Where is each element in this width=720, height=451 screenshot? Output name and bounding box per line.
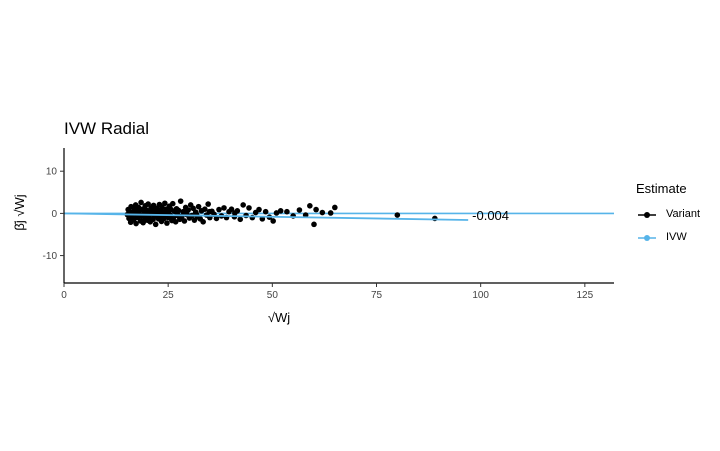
data-point-variant xyxy=(313,206,319,213)
x-tick-label: 0 xyxy=(61,290,67,301)
data-point-variant xyxy=(200,219,206,225)
data-point-variant xyxy=(221,205,227,211)
data-point-variant xyxy=(181,218,188,224)
data-point-variant xyxy=(169,200,176,207)
data-point-variant xyxy=(175,207,182,214)
data-point-variant xyxy=(202,206,208,212)
data-point-variant xyxy=(273,210,280,216)
data-point-variant xyxy=(327,210,334,216)
ivw-estimate-label: -0.004 xyxy=(472,208,509,223)
data-point-variant xyxy=(296,207,303,213)
data-point-variant xyxy=(165,209,171,215)
legend-label-variant: Variant xyxy=(666,208,701,220)
data-point-variant xyxy=(164,220,170,226)
data-point-variant xyxy=(262,208,269,215)
data-point-variant xyxy=(277,208,284,214)
x-tick-label: 100 xyxy=(472,290,489,301)
x-tick-label: 25 xyxy=(163,290,175,301)
x-tick-label: 50 xyxy=(267,290,279,301)
data-point-variant xyxy=(232,210,238,216)
data-point-variant xyxy=(152,221,159,228)
data-point-variant xyxy=(270,218,276,224)
y-tick-label: 0 xyxy=(51,209,57,220)
data-point-variant xyxy=(172,219,179,225)
data-point-variant xyxy=(240,202,246,208)
data-point-variant xyxy=(213,215,220,222)
plot-axes: 0 25 50 75 100 125 -10 0 10 √Wj β̂j √Wj xyxy=(12,148,614,325)
data-point-variant xyxy=(205,201,211,207)
data-point-variant xyxy=(162,200,168,207)
data-point-variant xyxy=(332,204,338,211)
data-point-variant xyxy=(177,198,184,204)
data-point-variant xyxy=(311,221,317,228)
y-axis-title: β̂j √Wj xyxy=(12,194,27,230)
x-tick-label: 125 xyxy=(576,290,593,301)
data-point-variant xyxy=(216,206,222,213)
plot-marks: -0.004 xyxy=(63,198,614,228)
legend-key-variant xyxy=(638,212,656,218)
ivw-line xyxy=(63,212,469,221)
data-point-variant xyxy=(138,199,144,206)
data-point-variant xyxy=(145,201,151,207)
data-point-variant xyxy=(284,208,290,215)
data-point-variant xyxy=(432,215,438,222)
data-point-variant xyxy=(140,219,146,226)
data-point-variant xyxy=(206,208,213,215)
y-tick-label: 10 xyxy=(46,167,58,178)
data-point-variant xyxy=(246,205,252,211)
legend-title: Estimate xyxy=(636,181,687,196)
data-point-variant xyxy=(195,203,202,210)
data-point-variant xyxy=(228,206,235,212)
data-point-variant xyxy=(237,216,244,223)
legend-label-ivw: IVW xyxy=(666,231,687,243)
chart-title: IVW Radial xyxy=(64,119,150,138)
data-point-variant xyxy=(159,204,165,210)
data-point-variant xyxy=(394,212,401,218)
data-point-variant xyxy=(319,209,326,216)
y-tick-label: -10 xyxy=(43,251,58,262)
data-point-variant xyxy=(182,210,188,216)
legend-key-ivw xyxy=(638,235,656,241)
x-tick-label: 75 xyxy=(371,290,383,301)
data-point-variant xyxy=(307,202,313,209)
data-point-variant xyxy=(133,220,139,227)
data-point-variant xyxy=(256,206,262,213)
x-axis-title: √Wj xyxy=(268,310,290,325)
